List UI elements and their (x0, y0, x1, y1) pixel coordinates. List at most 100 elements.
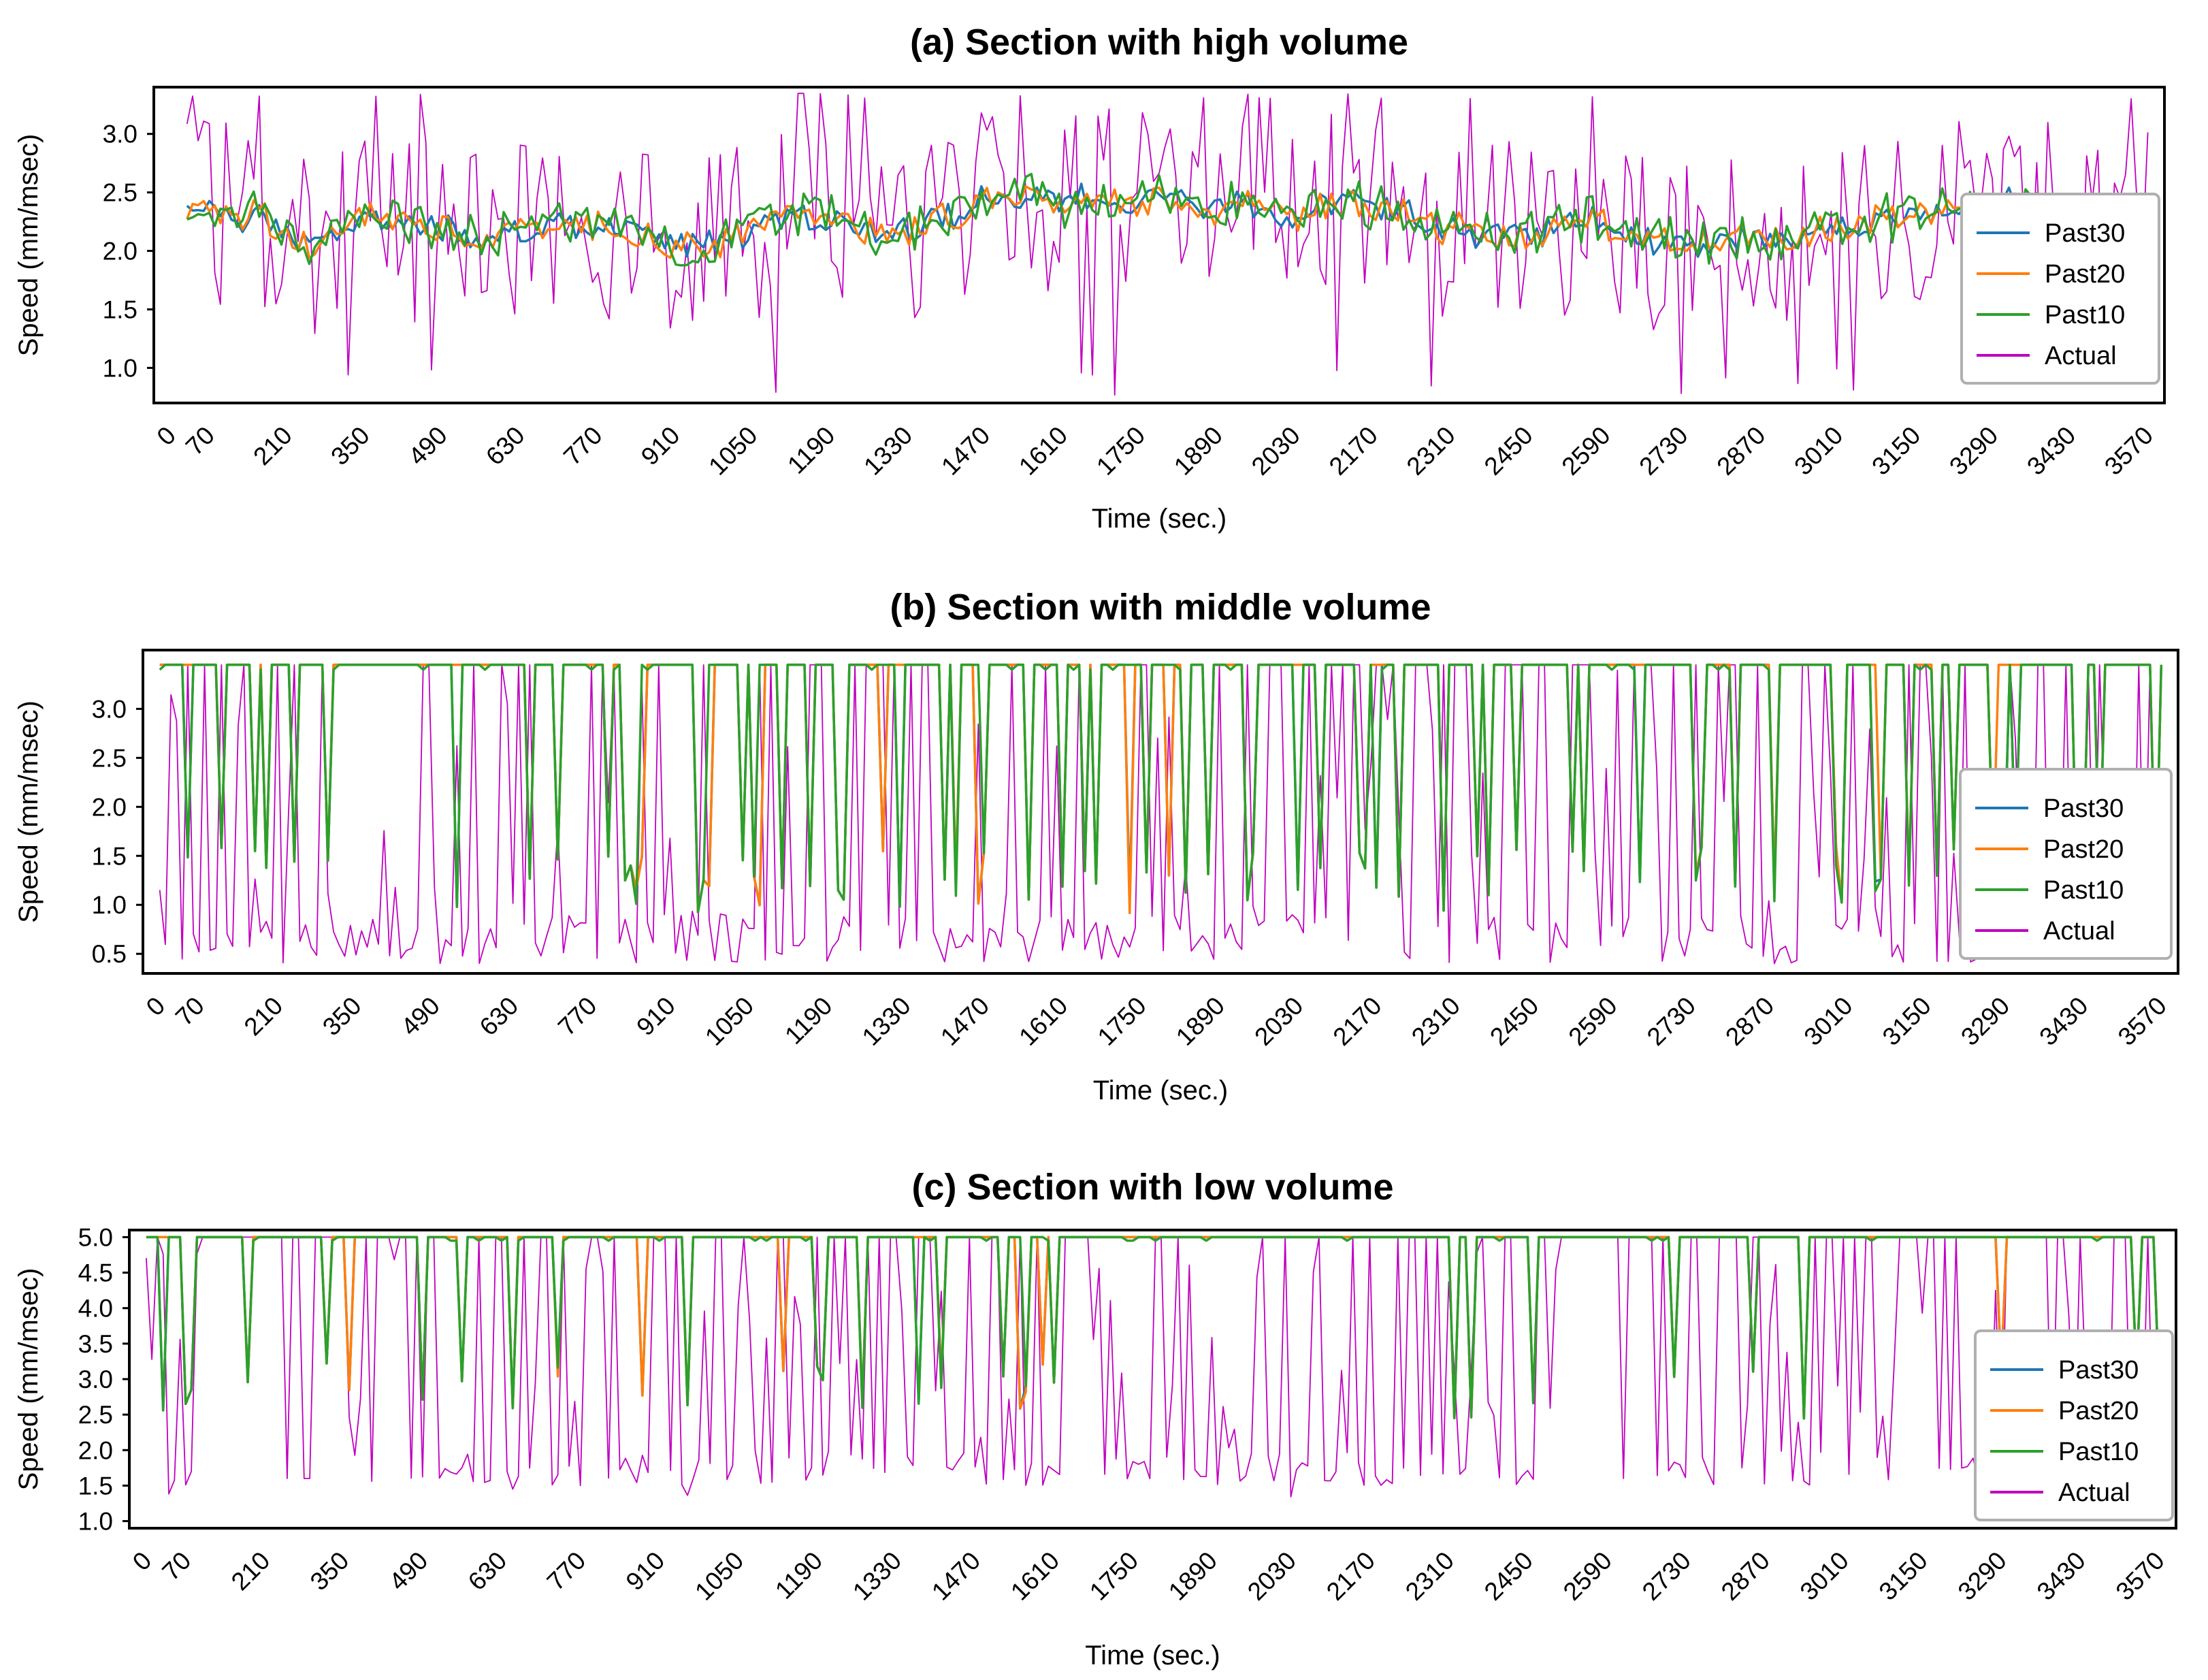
x-tick-label: 3150 (1874, 1547, 1933, 1606)
x-tick-label: 1330 (857, 992, 916, 1051)
y-tick-label: 2.5 (103, 179, 137, 207)
y-tick-label: 3.5 (78, 1330, 113, 1358)
x-tick-label: 1190 (779, 992, 837, 1050)
series-line-past10 (186, 172, 2149, 267)
x-tick-label: 490 (384, 1547, 434, 1596)
chart-panel-3: (c) Section with low volume 1.0 1.5 2.0 2.5 3… (14, 1167, 2177, 1670)
legend-label-actual: Actual (2058, 1479, 2130, 1507)
x-tick-label: 1050 (700, 992, 759, 1051)
x-axis-label: Time (sec.) (1085, 1641, 1220, 1670)
y-tick-label: 1.5 (92, 842, 127, 870)
x-tick-label: 210 (226, 1547, 276, 1596)
legend-label-past10: Past10 (2058, 1438, 2139, 1466)
legend-label-past30: Past30 (2058, 1356, 2139, 1385)
x-tick-label: 2730 (1634, 421, 1693, 481)
y-tick-label: 4.5 (78, 1259, 113, 1287)
x-tick-label: 770 (558, 421, 608, 471)
x-tick-label: 910 (636, 421, 685, 471)
y-axis-label: Speed (mm/msec) (14, 1268, 44, 1491)
x-tick-label: 2870 (1720, 992, 1779, 1051)
y-tick-label: 0.5 (92, 940, 127, 968)
y-tick-label: 1.0 (103, 354, 137, 382)
series-line-past30 (186, 182, 2149, 258)
x-tick-label: 2870 (1711, 421, 1770, 481)
x-tick-label: 1610 (1005, 1547, 1065, 1606)
x-tick-label: 3430 (2034, 992, 2093, 1051)
y-tick-label: 1.5 (78, 1472, 113, 1500)
legend: Past30 Past20 Past10 Actual (1959, 768, 2173, 960)
x-tick-label: 3010 (1795, 1547, 1854, 1606)
y-tick-label: 4.0 (78, 1295, 113, 1323)
x-tick-label: 1050 (689, 1547, 749, 1606)
x-tick-label: 350 (317, 992, 367, 1041)
x-tick-label: 3150 (1866, 421, 1926, 481)
x-tick-label: 1610 (1013, 992, 1073, 1051)
x-tick-label: 490 (395, 992, 445, 1041)
x-tick-label: 3430 (2022, 421, 2081, 481)
x-tick-label: 1890 (1169, 421, 1228, 481)
x-tick-label: 1470 (935, 992, 994, 1051)
x-axis-label: Time (sec.) (1092, 504, 1227, 534)
x-tick-label: 210 (248, 421, 297, 471)
x-tick-label: 350 (305, 1547, 355, 1596)
x-tick-label: 0 (152, 421, 182, 451)
x-tick-label: 210 (239, 992, 289, 1041)
x-tick-label: 2310 (1406, 992, 1465, 1051)
x-tick-label: 2170 (1328, 992, 1387, 1051)
x-tick-label: 70 (157, 1547, 196, 1586)
legend-label-actual: Actual (2043, 917, 2115, 946)
x-tick-label: 70 (180, 421, 220, 461)
x-tick-label: 0 (127, 1547, 157, 1577)
y-tick-label: 1.0 (92, 891, 127, 919)
x-tick-label: 910 (631, 992, 681, 1041)
x-tick-label: 2590 (1557, 421, 1616, 481)
series-line-actual (146, 1236, 2160, 1498)
legend: Past30 Past20 Past10 Actual (1974, 1329, 2174, 1521)
x-tick-label: 2030 (1249, 992, 1308, 1051)
x-tick-label: 3290 (1953, 1547, 2012, 1606)
y-tick-label: 1.5 (103, 296, 137, 324)
x-tick-label: 1890 (1163, 1547, 1222, 1606)
x-tick-label: 2310 (1400, 1547, 1459, 1606)
x-tick-label: 1750 (1091, 421, 1150, 481)
legend-box (1959, 768, 2173, 960)
x-tick-label: 3570 (2111, 1547, 2170, 1606)
x-tick-label: 3570 (2099, 421, 2158, 481)
y-tick-label: 3.0 (78, 1366, 113, 1393)
x-tick-label: 3570 (2113, 992, 2172, 1051)
x-tick-label: 3150 (1877, 992, 1936, 1051)
x-tick-label: 1330 (858, 421, 918, 481)
x-tick-label: 490 (403, 421, 453, 471)
plot-frame (142, 649, 2179, 975)
chart-title: (b) Section with middle volume (890, 587, 1431, 628)
x-tick-label: 1470 (936, 421, 995, 481)
x-tick-label: 1750 (1092, 992, 1152, 1051)
x-tick-label: 910 (621, 1547, 670, 1596)
legend-label-past10: Past10 (2045, 301, 2125, 329)
x-tick-label: 2590 (1563, 992, 1623, 1051)
chart-title: (c) Section with low volume (911, 1167, 1393, 1208)
x-tick-label: 2030 (1242, 1547, 1301, 1606)
x-tick-label: 3010 (1789, 421, 1848, 481)
legend-box (1974, 1329, 2174, 1521)
series-line-actual (159, 664, 2162, 965)
plot-frame (152, 86, 2166, 404)
y-tick-label: 5.0 (78, 1223, 113, 1251)
legend-label-actual: Actual (2045, 342, 2117, 370)
x-tick-label: 1190 (770, 1547, 828, 1604)
y-tick-label: 2.0 (92, 793, 127, 821)
legend-box (1960, 193, 2160, 385)
x-tick-label: 2030 (1246, 421, 1305, 481)
series-line-past10 (146, 1235, 2160, 1420)
x-tick-label: 1050 (703, 421, 762, 481)
x-tick-label: 3010 (1798, 992, 1857, 1051)
x-tick-label: 630 (463, 1547, 513, 1596)
y-tick-label: 2.5 (92, 744, 127, 772)
legend-label-past20: Past20 (2045, 260, 2125, 289)
legend-label-past20: Past20 (2058, 1397, 2139, 1425)
y-tick-label: 1.0 (78, 1508, 113, 1536)
y-tick-label: 2.0 (103, 238, 137, 265)
x-tick-label: 2590 (1558, 1547, 1617, 1606)
x-tick-label: 3290 (1955, 992, 2015, 1051)
y-axis-label: Speed (mm/msec) (14, 700, 44, 923)
